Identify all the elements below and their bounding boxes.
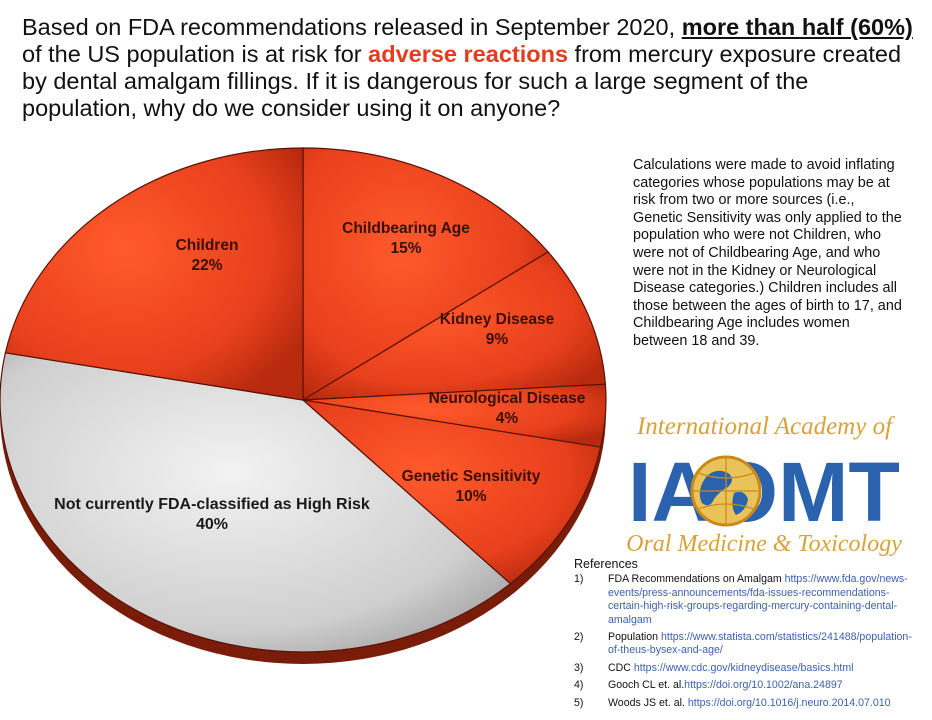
globe-grid	[692, 457, 760, 525]
slice-value-label: 40%	[196, 516, 228, 533]
logo-mark: IAOMT	[628, 447, 900, 529]
logo-bottom-text: Oral Medicine & Toxicology	[626, 531, 902, 557]
reference-item: 2) Population https://www.statista.com/s…	[574, 631, 912, 657]
references-title: References	[574, 557, 638, 571]
reference-item: 4) Gooch CL et. al.https://doi.org/10.10…	[574, 679, 843, 692]
reference-link[interactable]: https://doi.org/10.1016/j.neuro.2014.07.…	[687, 696, 891, 709]
slice-value-label: 22%	[191, 257, 222, 274]
reference-item: 1) FDA Recommendations on Amalgam https:…	[574, 573, 908, 626]
pie-slice-genetic-sensitivity	[301, 399, 602, 585]
slice-label: Kidney Disease	[440, 311, 555, 328]
pie-slice-not-currently-fda-classified-as-high-risk	[0, 352, 512, 653]
headline-part2: of the US population is at risk for	[22, 41, 369, 67]
slice-label: Childbearing Age	[342, 220, 470, 237]
references: References 1) FDA Recommendations on Ama…	[574, 557, 924, 714]
globe-continents	[699, 470, 748, 515]
slice-label: Not currently FDA-classified as High Ris…	[54, 496, 370, 513]
explanation-text: Calculations were made to avoid inflatin…	[633, 157, 902, 349]
reference-link[interactable]: https://www.statista.com/statistics/2414…	[608, 631, 912, 657]
slice-label: Children	[176, 237, 239, 254]
slice-value-label: 4%	[496, 410, 519, 427]
logo-top-text: International Academy of	[636, 413, 893, 440]
iaomt-logo: International Academy of IAOMT Oral Medi…	[618, 405, 908, 565]
reference-link[interactable]: https://www.cdc.gov/kidneydisease/basics…	[633, 661, 854, 674]
reference-link[interactable]: https://www.fda.gov/news-events/press-an…	[608, 573, 908, 626]
reference-item: 3) CDC https://www.cdc.gov/kidneydisease…	[574, 661, 854, 674]
slice-value-label: 9%	[486, 331, 509, 348]
headline-emphasis: more than half (60%)	[681, 14, 913, 40]
slice-label: Neurological Disease	[429, 390, 586, 407]
headline-part3: from mercury exposure created by dental …	[22, 41, 902, 121]
pie-slice-kidney-disease	[302, 251, 607, 401]
headline-red-phrase: adverse reactions	[368, 41, 569, 67]
pie-slice-children	[4, 147, 304, 401]
slice-value-label: 10%	[455, 488, 486, 505]
headline-part1: Based on FDA recommendations released in…	[22, 14, 682, 40]
pie-slice-childbearing-age	[302, 147, 550, 402]
slice-value-label: 15%	[390, 240, 421, 257]
slice-label: Genetic Sensitivity	[402, 468, 541, 485]
reference-item: 5) Woods JS et. al. https://doi.org/10.1…	[574, 696, 891, 709]
reference-link[interactable]: https://doi.org/10.1002/ana.24897	[684, 679, 843, 692]
logo-acronym: IAOMT	[628, 447, 900, 529]
headline: Based on FDA recommendations released in…	[22, 14, 917, 122]
